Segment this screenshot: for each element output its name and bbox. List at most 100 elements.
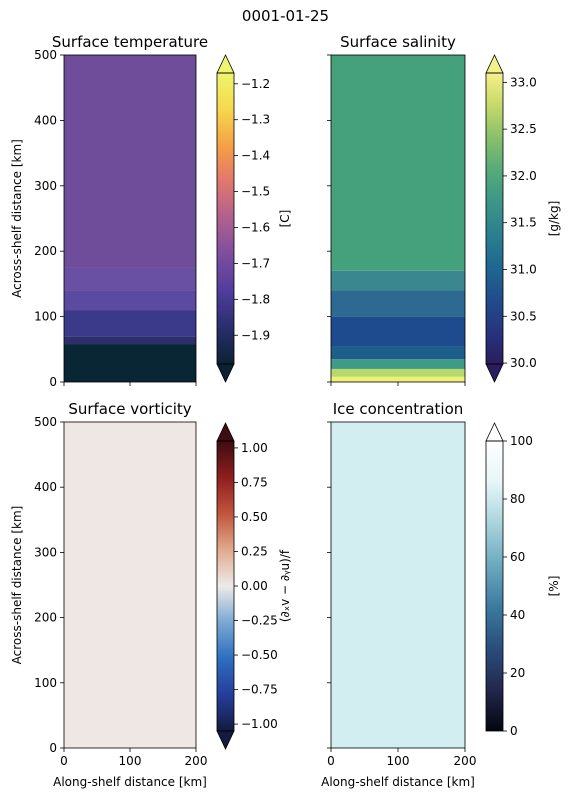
colorbar-tick-label: 30.5 [510, 309, 537, 323]
panel-3: Surface vorticity 0 100 200 300 400 500 0 100 200… [10, 400, 292, 789]
colorbar-extend-max [485, 422, 504, 442]
x-tick-label: 100 [387, 754, 410, 768]
colorbar-tick-label: −0.75 [241, 683, 278, 697]
panel-title: Surface salinity [340, 33, 456, 51]
panel-title: Surface vorticity [68, 400, 191, 418]
y-tick-label: 100 [34, 310, 57, 324]
x-tick-label: 200 [454, 754, 477, 768]
field-band [331, 422, 465, 748]
colorbar-gradient [486, 441, 503, 731]
colorbar: −1.9 −1.8 −1.7 −1.6 −1.5 −1.4 −1.3 −1.2 [C] [216, 54, 292, 383]
colorbar-gradient [217, 441, 234, 731]
colorbar-tick-label: −1.00 [241, 717, 278, 731]
y-tick-label: 0 [49, 741, 57, 755]
colorbar-frame [485, 72, 504, 365]
field-band [331, 290, 465, 317]
colorbar-tick-label: 33.0 [510, 75, 537, 89]
colorbar-tick-label: −1.6 [241, 220, 270, 234]
colorbar-tick-label: −1.5 [241, 185, 270, 199]
colorbar-gradient [486, 73, 503, 364]
panel-2: Surface salinity 30.0 30.5 31.0 31.5 32.0 32.5… [327, 33, 561, 386]
colorbar-tick-label: 80 [510, 492, 525, 506]
y-tick-label: 200 [34, 244, 57, 258]
colorbar-tick-label: 30.0 [510, 356, 537, 370]
field-band [331, 316, 465, 347]
panel-title: Ice concentration [333, 400, 464, 418]
colorbar-tick-label: 60 [510, 550, 525, 564]
field-band [331, 376, 465, 382]
colorbar: 0 20 40 60 80 100 [%] [485, 422, 561, 738]
colorbar-tick-label: −0.50 [241, 648, 278, 662]
field-band [331, 359, 465, 369]
colorbar-tick-label: 31.0 [510, 262, 537, 276]
field-band [64, 310, 196, 337]
field-band [64, 344, 196, 382]
x-tick-label: 0 [327, 754, 335, 768]
y-tick-label: 400 [34, 480, 57, 494]
colorbar-tick-label: 32.0 [510, 169, 537, 183]
colorbar-tick-label: 0.00 [241, 579, 268, 593]
colorbar-label: (∂ₓv − ∂ᵧu)/f [278, 549, 292, 622]
x-tick-label: 0 [60, 754, 68, 768]
y-tick-label: 200 [34, 611, 57, 625]
colorbar-tick-label: 31.5 [510, 216, 537, 230]
colorbar: 30.0 30.5 31.0 31.5 32.0 32.5 33.0 [g/kg] [485, 54, 561, 383]
x-axis-label: Along-shelf distance [km] [321, 775, 475, 789]
colorbar-frame [216, 72, 235, 365]
field-band [64, 55, 196, 268]
colorbar-tick-label: 1.00 [241, 441, 268, 455]
colorbar-tick-label: 40 [510, 608, 525, 622]
y-tick-label: 100 [34, 676, 57, 690]
colorbar-tick-label: −1.3 [241, 113, 270, 127]
colorbar-tick-label: −1.4 [241, 149, 270, 163]
colorbar-label: [%] [547, 576, 561, 597]
field-band [64, 422, 196, 748]
colorbar-tick-label: 20 [510, 666, 525, 680]
colorbar-extend-max [216, 54, 235, 74]
panel-1: Surface temperature 0 100 200 300 400 500 Acros… [10, 33, 292, 389]
field-band [64, 336, 196, 345]
colorbar-tick-label: 0.50 [241, 510, 268, 524]
colorbar-tick-label: 100 [510, 434, 533, 448]
colorbar-tick-label: 0.25 [241, 544, 268, 558]
colorbar-tick-label: 0.75 [241, 475, 268, 489]
field-band [331, 270, 465, 291]
figure-suptitle: 0001-01-25 [242, 7, 329, 25]
colorbar-extend-min [485, 363, 504, 383]
colorbar-frame [485, 440, 504, 732]
colorbar-label: [g/kg] [547, 201, 561, 237]
panel-title: Surface temperature [52, 33, 208, 51]
x-tick-label: 100 [119, 754, 142, 768]
colorbar-tick-label: −1.2 [241, 77, 270, 91]
y-axis-label: Across-shelf distance [km] [10, 139, 24, 298]
y-axis-label: Across-shelf distance [km] [10, 506, 24, 665]
y-tick-label: 300 [34, 545, 57, 559]
field-band [64, 290, 196, 311]
colorbar-tick-label: 0 [510, 724, 518, 738]
field-band [331, 55, 465, 271]
colorbar-tick-label: −1.7 [241, 256, 270, 270]
field-band [64, 267, 196, 291]
colorbar-extend-min [216, 730, 235, 750]
colorbar-extend-max [216, 422, 235, 442]
y-tick-label: 0 [49, 375, 57, 389]
colorbar-extend-max [485, 54, 504, 74]
x-axis-label: Along-shelf distance [km] [53, 775, 207, 789]
field-band [331, 346, 465, 360]
colorbar-tick-label: −0.25 [241, 614, 278, 628]
colorbar-label: [C] [278, 210, 292, 228]
colorbar-gradient [217, 73, 234, 364]
y-tick-label: 400 [34, 113, 57, 127]
y-tick-label: 500 [34, 415, 57, 429]
colorbar: −1.00 −0.75 −0.50 −0.25 0.00 0.25 0.50 0.75 1.00… [216, 422, 292, 750]
colorbar-tick-label: 32.5 [510, 122, 537, 136]
colorbar-extend-min [216, 363, 235, 383]
y-tick-label: 500 [34, 48, 57, 62]
colorbar-tick-label: −1.8 [241, 292, 270, 306]
field-band [331, 368, 465, 377]
colorbar-tick-label: −1.9 [241, 328, 270, 342]
x-tick-label: 200 [185, 754, 208, 768]
y-tick-label: 300 [34, 179, 57, 193]
